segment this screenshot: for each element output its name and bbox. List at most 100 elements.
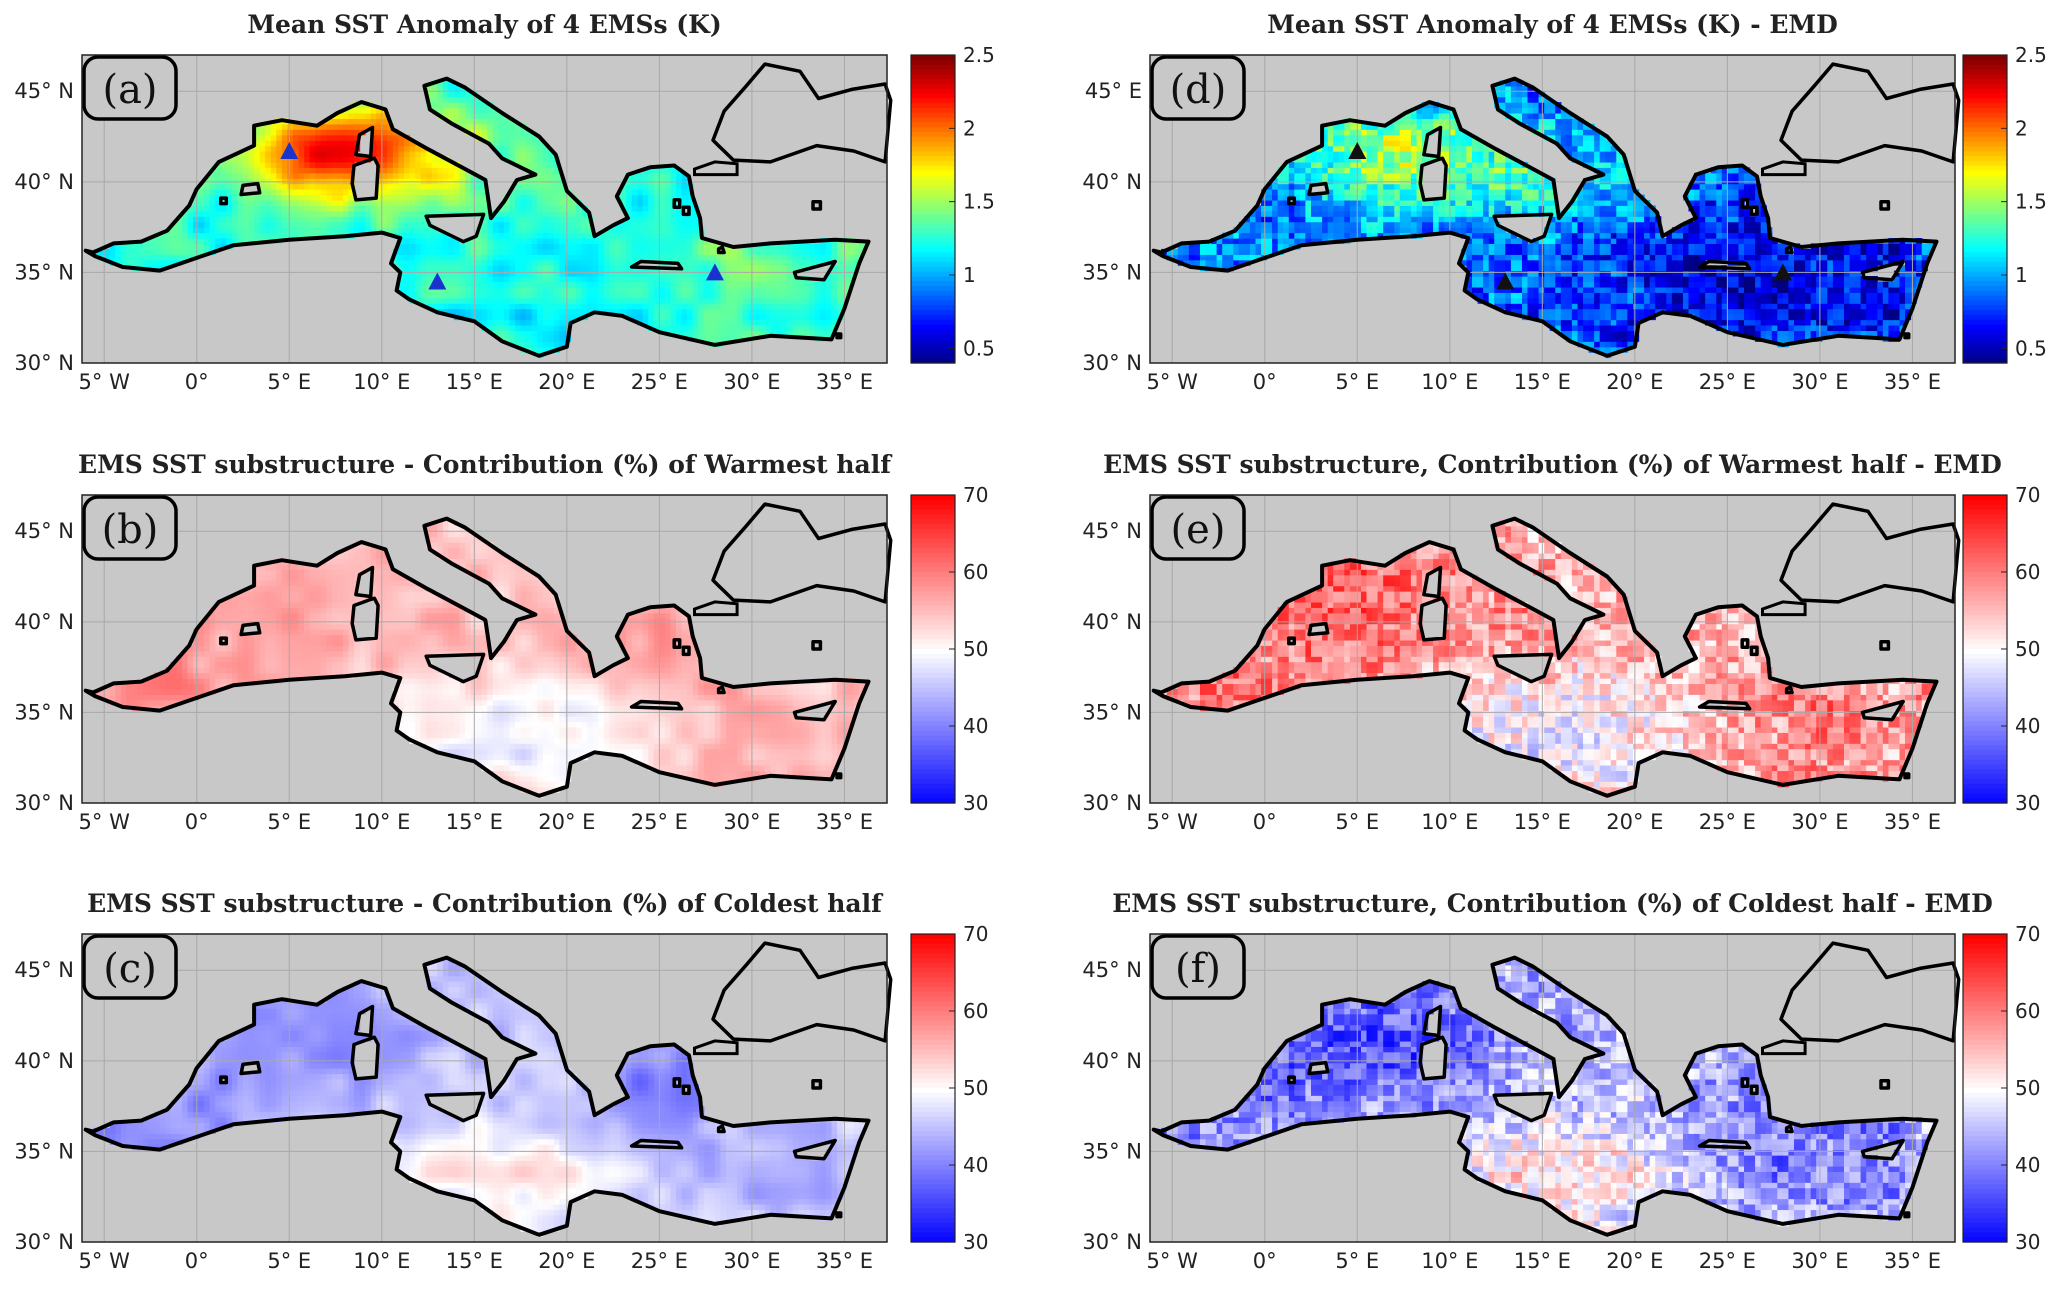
- panel-f: EMS SST substructure, Contribution (%) o…: [1082, 889, 2040, 1273]
- x-tick-label: 25° E: [1699, 370, 1756, 394]
- colorbar-tick-label: 2: [2015, 116, 2028, 140]
- panel-label: (d): [1170, 67, 1227, 113]
- colorbar-tick-label: 0.5: [2015, 336, 2047, 360]
- panel-title: EMS SST substructure, Contribution (%) o…: [1103, 450, 2002, 479]
- x-tick-label: 15° E: [446, 370, 503, 394]
- x-tick-label: 25° E: [1699, 810, 1756, 834]
- x-tick-label: 25° E: [631, 370, 688, 394]
- colorbar-tick-label: 30: [2015, 791, 2040, 815]
- x-tick-label: 5° W: [1147, 810, 1199, 834]
- y-tick-labels: 45° N40° N35° N30° N: [1082, 519, 1142, 815]
- colorbar: 2.521.510.5: [911, 43, 995, 364]
- x-tick-label: 35° E: [816, 1249, 873, 1273]
- x-tick-label: 30° E: [723, 810, 780, 834]
- y-tick-labels: 45° N40° N35° N30° N: [14, 79, 74, 375]
- colorbar-tick-label: 2.5: [963, 43, 995, 67]
- x-tick-label: 5° W: [1147, 370, 1199, 394]
- colorbar-tick-label: 30: [963, 1230, 988, 1254]
- colorbar-tick-label: 40: [963, 1153, 988, 1177]
- y-tick-label: 35° N: [14, 700, 74, 724]
- panel-title: EMS SST substructure - Contribution (%) …: [78, 450, 893, 479]
- y-tick-label: 40° N: [14, 610, 74, 634]
- x-tick-labels: 5° W 0° 5° E 10° E 15° E 20° E 25° E 30° E 35° E: [1147, 370, 1941, 394]
- x-tick-label: 5° E: [1335, 370, 1379, 394]
- x-tick-label: 0°: [185, 810, 209, 834]
- x-tick-label: 0°: [1253, 370, 1277, 394]
- x-tick-label: 5° W: [1147, 1249, 1199, 1273]
- colorbar-tick-label: 50: [2015, 1076, 2040, 1100]
- y-tick-label: 30° N: [1082, 351, 1142, 375]
- panel-title: EMS SST substructure - Contribution (%) …: [87, 889, 884, 918]
- panel-a: Mean SST Anomaly of 4 EMSs (K)(a)5° W 0° 5…: [14, 10, 994, 394]
- colorbar-tick-label: 2.5: [2015, 43, 2047, 67]
- x-tick-labels: 5° W 0° 5° E 10° E 15° E 20° E 25° E 30° E 35° E: [79, 1249, 873, 1273]
- colorbar-tick-label: 50: [963, 1076, 988, 1100]
- y-tick-labels: 45° N40° N35° N30° N: [1082, 958, 1142, 1254]
- colorbar-tick-label: 1.5: [963, 190, 995, 214]
- x-tick-label: 10° E: [353, 370, 410, 394]
- x-tick-label: 15° E: [1514, 810, 1571, 834]
- x-tick-label: 10° E: [353, 810, 410, 834]
- y-tick-label: 45° N: [14, 958, 74, 982]
- y-tick-labels: 45° N 40° N 35° N 30° N: [14, 519, 74, 815]
- x-tick-label: 20° E: [1606, 370, 1663, 394]
- colorbar-tick-label: 30: [2015, 1230, 2040, 1254]
- colorbar-tick-label: 50: [2015, 637, 2040, 661]
- x-tick-label: 5° W: [79, 810, 131, 834]
- colorbar-tick-label: 40: [2015, 1153, 2040, 1177]
- y-tick-label: 40° N: [14, 1049, 74, 1073]
- colorbar-tick-label: 60: [963, 560, 988, 584]
- x-tick-label: 20° E: [538, 1249, 595, 1273]
- y-tick-label: 35° N: [1082, 260, 1142, 284]
- panel-c: EMS SST substructure - Contribution (%) …: [14, 889, 988, 1273]
- x-tick-label: 0°: [185, 370, 209, 394]
- y-tick-label: 35° N: [1082, 1139, 1142, 1163]
- x-tick-label: 35° E: [1884, 1249, 1941, 1273]
- y-tick-label: 40° N: [1082, 170, 1142, 194]
- colorbar: 2.521.510.5: [1963, 43, 2047, 364]
- y-tick-label: 30° N: [1082, 1230, 1142, 1254]
- x-tick-label: 25° E: [631, 810, 688, 834]
- colorbar-tick-label: 1: [963, 263, 976, 287]
- colorbar-tick-label: 70: [963, 483, 988, 507]
- colorbar-tick-label: 60: [2015, 560, 2040, 584]
- x-tick-label: 35° E: [1884, 810, 1941, 834]
- x-tick-labels: 5° W 0° 5° E 10° E 15° E 20° E 25° E 30° E 35° E: [1147, 1249, 1941, 1273]
- panel-e: EMS SST substructure, Contribution (%) o…: [1082, 450, 2040, 834]
- y-tick-label: 30° N: [14, 791, 74, 815]
- x-tick-labels: 5° W 0° 5° E 10° E 15° E 20° E 25° E 30° E 35° E: [79, 810, 873, 834]
- x-tick-label: 30° E: [1791, 810, 1848, 834]
- x-tick-label: 20° E: [1606, 810, 1663, 834]
- x-tick-label: 5° W: [79, 1249, 131, 1273]
- y-tick-label: 45° N: [14, 519, 74, 543]
- panel-d: Mean SST Anomaly of 4 EMSs (K) - EMD(d)5…: [1082, 10, 2046, 394]
- x-tick-label: 30° E: [1791, 1249, 1848, 1273]
- colorbar-tick-label: 40: [963, 714, 988, 738]
- colorbar-tick-label: 70: [963, 922, 988, 946]
- x-tick-label: 20° E: [538, 810, 595, 834]
- x-tick-label: 25° E: [1699, 1249, 1756, 1273]
- y-tick-label: 30° N: [1082, 791, 1142, 815]
- x-tick-label: 5° E: [267, 370, 311, 394]
- x-tick-label: 5° E: [1335, 1249, 1379, 1273]
- panel-label: (f): [1175, 946, 1221, 992]
- colorbar-tick-label: 1: [2015, 263, 2028, 287]
- colorbar-tick-label: 50: [963, 637, 988, 661]
- x-tick-label: 5° E: [267, 810, 311, 834]
- x-tick-label: 5° W: [79, 370, 131, 394]
- y-tick-label: 40° N: [14, 170, 74, 194]
- y-tick-label: 45° N: [1082, 958, 1142, 982]
- x-tick-label: 10° E: [353, 1249, 410, 1273]
- panel-label: (b): [102, 507, 159, 553]
- x-tick-labels: 5° W 0° 5° E 10° E 15° E 20° E 25° E 30° E 35° E: [1147, 810, 1941, 834]
- colorbar-tick-label: 30: [963, 791, 988, 815]
- y-tick-label: 45° N: [1082, 519, 1142, 543]
- y-tick-label: 35° N: [1082, 700, 1142, 724]
- y-tick-label: 35° N: [14, 260, 74, 284]
- x-tick-label: 35° E: [1884, 370, 1941, 394]
- x-tick-label: 10° E: [1421, 810, 1478, 834]
